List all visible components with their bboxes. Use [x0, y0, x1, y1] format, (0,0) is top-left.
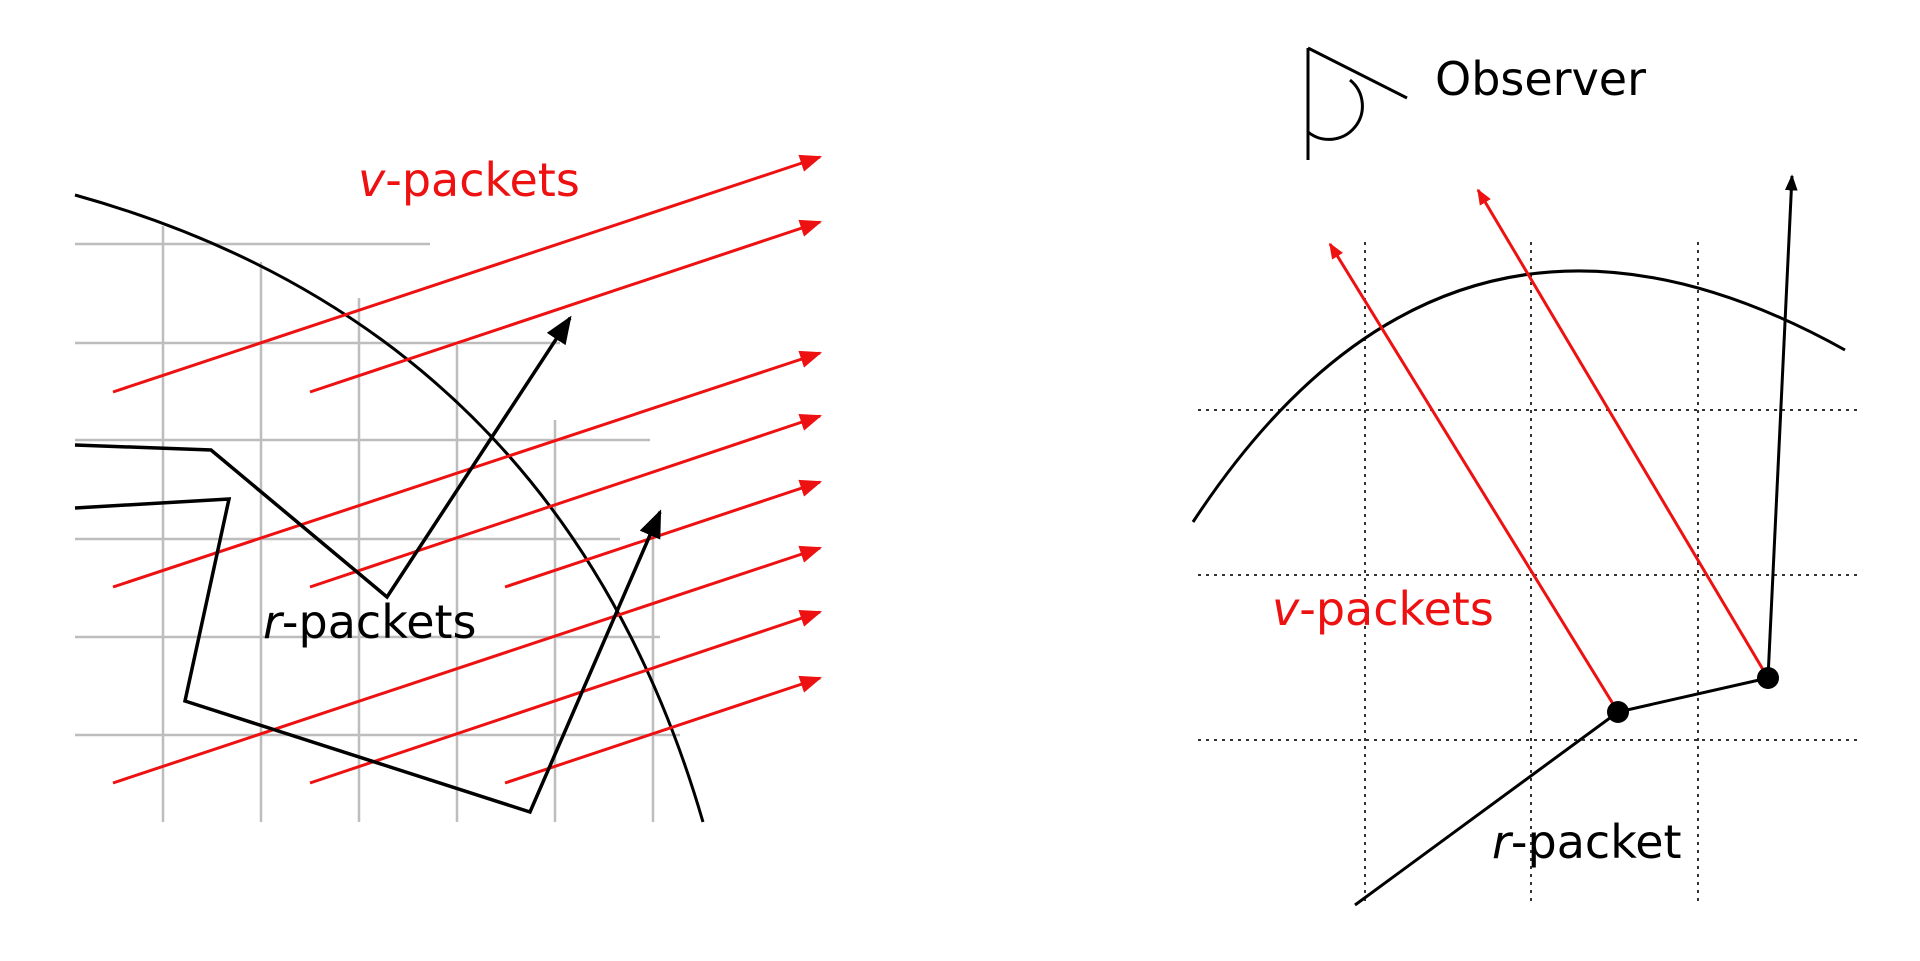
right-boundary-arc — [1191, 269, 1846, 523]
left-r-packets-label: r-packets — [263, 595, 477, 649]
r-packet-path — [74, 497, 662, 815]
left-boundary-arc — [74, 193, 705, 823]
right-grid — [1198, 242, 1860, 905]
left-panel: v-packets r-packets — [74, 153, 823, 823]
v-packet-arrow — [112, 350, 823, 589]
left-r-packet-paths — [74, 315, 662, 815]
r-packet-escape-arrow — [1766, 174, 1798, 679]
v-packet-arrow — [112, 154, 823, 394]
observer-label: Observer — [1435, 52, 1646, 106]
v-packet-arrow — [1328, 242, 1620, 713]
right-r-packet-path — [1354, 174, 1798, 907]
interaction-point — [1757, 667, 1779, 689]
eye-icon — [1306, 46, 1408, 160]
right-v-packet-arrows — [1328, 188, 1770, 713]
r-packet-path — [1354, 676, 1769, 907]
v-packet-arrow — [309, 609, 823, 785]
right-v-packets-label: v-packets — [1272, 582, 1494, 636]
v-packet-arrow — [504, 479, 823, 589]
v-packet-arrow — [504, 675, 823, 785]
right-r-packet-label: r-packet — [1492, 815, 1682, 869]
v-packet-arrow — [1476, 188, 1770, 679]
v-packet-arrow — [112, 545, 823, 785]
right-panel: Observer — [1191, 46, 1860, 907]
left-grid — [75, 226, 680, 822]
interaction-point — [1607, 701, 1629, 723]
left-v-packets-label: v-packets — [358, 153, 580, 207]
left-v-packet-arrows — [112, 154, 823, 785]
v-packet-arrow — [309, 219, 823, 394]
v-packet-arrow — [309, 413, 823, 589]
r-packet-path — [74, 315, 572, 600]
